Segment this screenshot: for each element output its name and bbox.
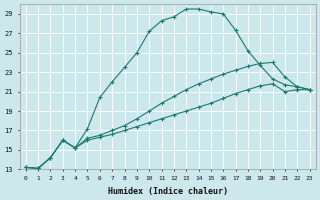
X-axis label: Humidex (Indice chaleur): Humidex (Indice chaleur) xyxy=(108,187,228,196)
